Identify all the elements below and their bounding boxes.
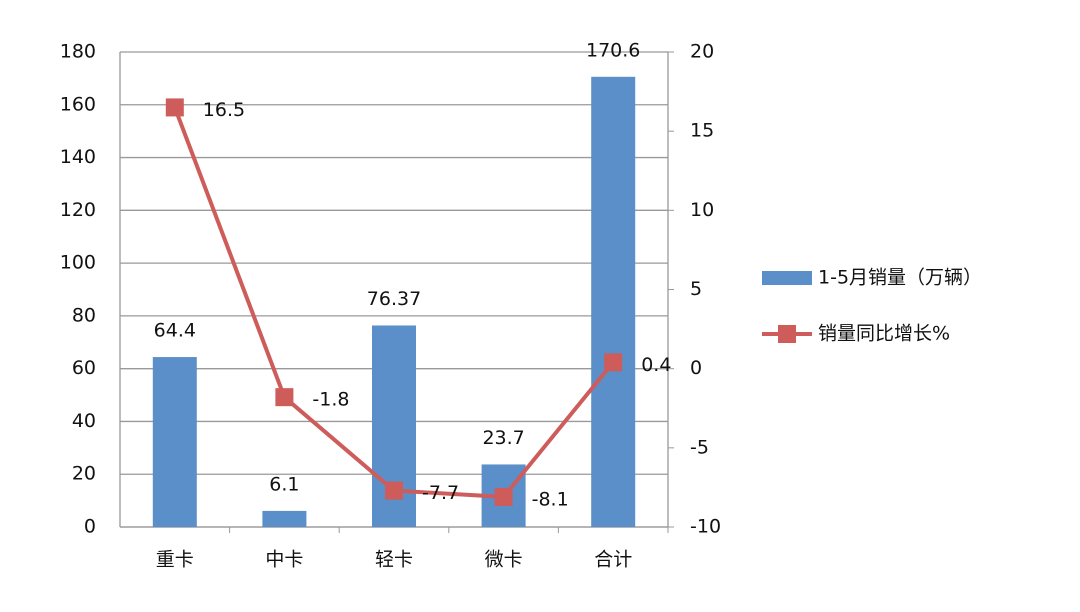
y2-tick-label: 0 [690,357,702,379]
x-tick-label: 合计 [594,549,632,571]
y-tick-label: 100 [60,252,96,274]
legend-label: 销量同比增长% [818,323,950,345]
y-tick-label: 180 [60,41,96,63]
y-tick-label: 0 [84,516,96,538]
line-value-label: 0.4 [641,354,671,376]
x-tick-label: 中卡 [265,549,303,571]
y2-tick-label: -5 [690,436,709,458]
line-marker [385,481,403,500]
x-tick-label: 轻卡 [375,549,413,571]
y-tick-label: 20 [72,463,96,485]
bar [591,76,636,528]
y2-tick-label: 10 [690,199,714,221]
line-marker [165,98,184,117]
line-value-label: -1.8 [312,389,349,411]
x-tick-label: 微卡 [485,549,523,571]
y2-tick-label: 5 [690,278,702,300]
bar-value-label: 170.6 [586,39,640,61]
line-marker [494,487,513,506]
bar-value-label: 64.4 [154,320,196,342]
bar [262,510,307,527]
y-tick-label: 140 [60,146,96,168]
line-marker [275,388,294,407]
line-value-label: -8.1 [532,488,569,510]
bar-value-label: 6.1 [269,473,299,495]
bar-value-label: 76.37 [367,288,421,310]
x-tick-label: 重卡 [156,549,194,571]
y2-tick-label: 15 [690,120,714,142]
y-tick-label: 40 [72,410,96,432]
line-value-label: -7.7 [422,482,459,504]
line-marker [604,353,623,372]
bar-value-label: 23.7 [482,427,524,449]
y-tick-label: 120 [60,199,96,221]
legend-marker [778,325,796,343]
y-tick-label: 160 [60,93,96,115]
line-value-label: 16.5 [203,99,245,121]
legend-label: 1-5月销量（万辆） [818,267,982,289]
y-tick-label: 80 [72,304,96,326]
y2-tick-label: 20 [690,41,714,63]
legend-swatch [762,271,812,285]
y2-tick-label: -10 [690,516,721,538]
y-tick-label: 60 [72,357,96,379]
bar [152,357,197,527]
